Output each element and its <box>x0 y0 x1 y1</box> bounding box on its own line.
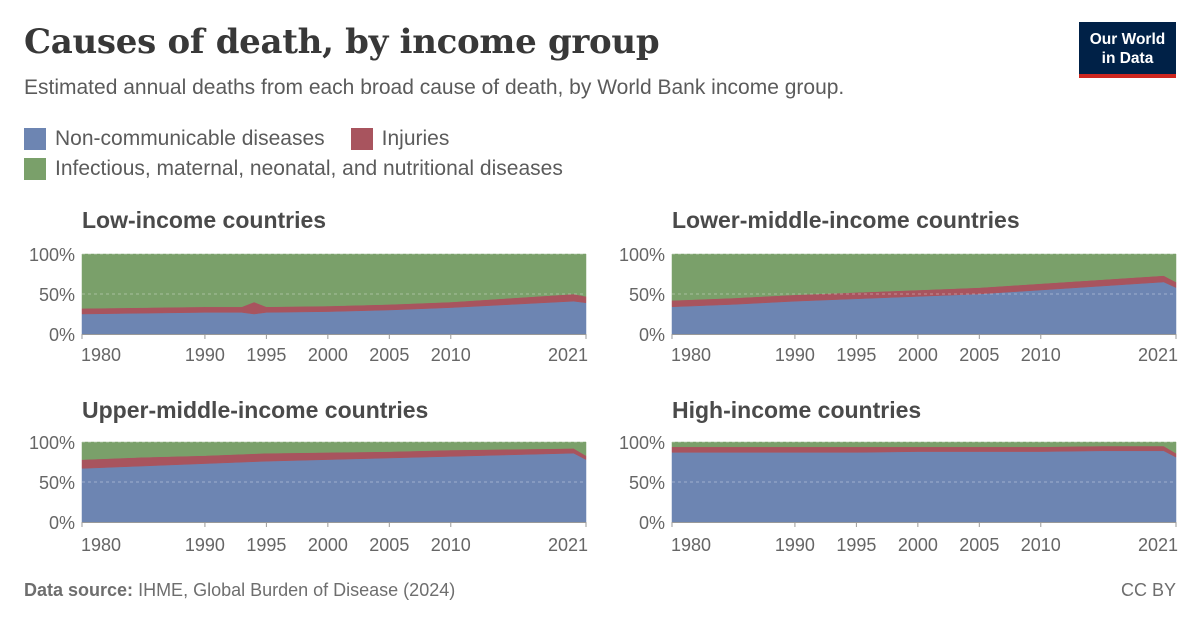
legend-row-2: Infectious, maternal, neonatal, and nutr… <box>24 154 589 184</box>
panel-high-income-countries-x-tick-label: 2010 <box>1021 535 1061 555</box>
panel-low-income-countries-x-tick-label: 2010 <box>431 345 471 365</box>
panel-lower-middle-income-countries-area-infectious-maternal-neonatal-and-nutritional-diseases <box>671 253 1177 301</box>
panel-high-income-countries-area-infectious-maternal-neonatal-and-nutritional-diseases <box>671 441 1177 454</box>
license[interactable]: CC BY <box>1120 580 1176 600</box>
panel-lower-middle-income-countries-x-tick-label: 2005 <box>959 345 999 365</box>
data-source: Data source: IHME, Global Burden of Dise… <box>24 580 455 601</box>
panel-low-income-countries-y-tick-label: 100% <box>29 245 75 265</box>
chart-subtitle: Estimated annual deaths from each broad … <box>24 76 845 99</box>
panel-upper-middle-income-countries-x-tick-label: 2021 <box>548 535 588 555</box>
panel-high-income-countries-y-tick-label: 100% <box>619 433 665 453</box>
panel-low-income-countries-area-infectious-maternal-neonatal-and-nutritional-diseases <box>81 253 587 309</box>
panel-lower-middle-income-countries-y-tick-label: 0% <box>639 325 665 345</box>
panel-upper-middle-income-countries-x-tick-label: 1990 <box>185 535 225 555</box>
panel-lower-middle-income-countries-x-tick-label: 1980 <box>671 345 711 365</box>
legend-row-1: Non-communicable diseases Injuries <box>24 124 589 154</box>
data-source-label: Data source: <box>24 580 134 600</box>
legend-swatch-injuries <box>350 128 373 150</box>
panel-high-income-countries-x-tick-label: 1980 <box>671 535 711 555</box>
legend-swatch-infectious <box>24 158 46 180</box>
panel-low-income-countries-x-tick-label: 1990 <box>185 345 225 365</box>
panel-lower-middle-income-countries-x-tick-label: 2010 <box>1021 345 1061 365</box>
panel-upper-middle-income-countries-x-tick-label: 2000 <box>308 535 348 555</box>
owid-logo[interactable]: Our World in Data <box>1079 22 1176 78</box>
panel-lower-middle-income-countries-x-tick-label: 2000 <box>898 345 938 365</box>
panel-upper-middle-income-countries-x-tick-label: 2010 <box>431 535 471 555</box>
panel-low-income-countries-y-tick-label: 50% <box>39 285 75 305</box>
legend-item-infectious[interactable]: Infectious, maternal, neonatal, and nutr… <box>24 157 563 181</box>
panel-upper-middle-income-countries-title: Upper-middle-income countries <box>82 397 428 423</box>
panel-lower-middle-income-countries-title: Lower-middle-income countries <box>672 207 1020 233</box>
legend-label-infectious: Infectious, maternal, neonatal, and nutr… <box>55 157 563 180</box>
panel-upper-middle-income-countries-y-tick-label: 100% <box>29 433 75 453</box>
panel-low-income-countries-x-tick-label: 2005 <box>369 345 409 365</box>
panel-low-income-countries-x-tick-label: 1995 <box>246 345 286 365</box>
logo-line-1: Our World <box>1089 31 1166 48</box>
panel-low-income-countries-x-tick-label: 2021 <box>548 345 588 365</box>
panel-upper-middle-income-countries-y-tick-label: 0% <box>49 513 75 533</box>
panel-high-income-countries-x-tick-label: 2000 <box>898 535 938 555</box>
panel-lower-middle-income-countries-y-tick-label: 50% <box>629 285 665 305</box>
data-source-text[interactable]: IHME, Global Burden of Disease (2024) <box>138 580 456 600</box>
chart-title: Causes of death, by income group <box>24 22 660 62</box>
panel-lower-middle-income-countries-x-tick-label: 1995 <box>836 345 876 365</box>
legend-item-ncd[interactable]: Non-communicable diseases <box>24 127 325 151</box>
panel-low-income-countries-title: Low-income countries <box>82 207 326 233</box>
panel-low-income-countries-y-tick-label: 0% <box>49 325 75 345</box>
panel-upper-middle-income-countries-x-tick-label: 1980 <box>81 535 121 555</box>
panel-upper-middle-income-countries-y-tick-label: 50% <box>39 473 75 493</box>
panel-high-income-countries-x-tick-label: 2005 <box>959 535 999 555</box>
legend-label-injuries: Injuries <box>381 127 450 150</box>
panel-high-income-countries-y-tick-label: 0% <box>639 513 665 533</box>
panel-high-income-countries-y-tick-label: 50% <box>629 473 665 493</box>
panel-upper-middle-income-countries-area-infectious-maternal-neonatal-and-nutritional-diseases <box>81 441 587 460</box>
panel-high-income-countries-x-tick-label: 1995 <box>836 535 876 555</box>
panel-low-income-countries-x-tick-label: 2000 <box>308 345 348 365</box>
legend-label-ncd: Non-communicable diseases <box>55 127 325 150</box>
legend-item-injuries[interactable]: Injuries <box>350 127 450 151</box>
panel-high-income-countries-x-tick-label: 1990 <box>775 535 815 555</box>
panel-high-income-countries-title: High-income countries <box>672 397 921 423</box>
panel-upper-middle-income-countries-x-tick-label: 1995 <box>246 535 286 555</box>
panel-high-income-countries-area-non-communicable-diseases <box>671 450 1177 523</box>
panel-low-income-countries-x-tick-label: 1980 <box>81 345 121 365</box>
panel-lower-middle-income-countries-x-tick-label: 2021 <box>1138 345 1178 365</box>
logo-line-2: in Data <box>1101 50 1154 67</box>
legend: Non-communicable diseases Injuries Infec… <box>24 124 589 184</box>
legend-swatch-ncd <box>24 128 46 150</box>
panel-upper-middle-income-countries-x-tick-label: 2005 <box>369 535 409 555</box>
panel-high-income-countries-x-tick-label: 2021 <box>1138 535 1178 555</box>
panel-lower-middle-income-countries-x-tick-label: 1990 <box>775 345 815 365</box>
panel-lower-middle-income-countries-y-tick-label: 100% <box>619 245 665 265</box>
